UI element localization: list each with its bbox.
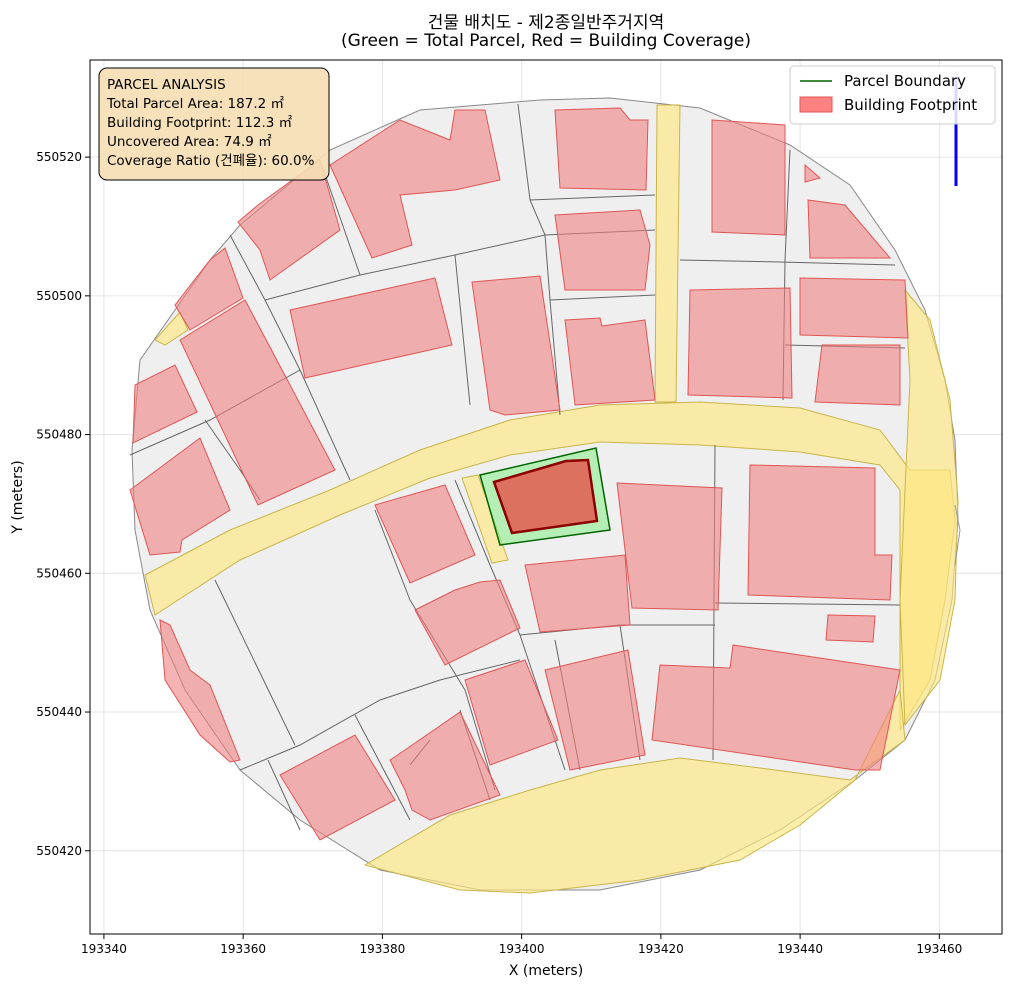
y-tick-label: 550440 [36,705,82,719]
y-axis-label: Y (meters) [10,460,26,534]
parcel-analysis-box: PARCEL ANALYSIS Total Parcel Area: 187.2… [98,67,330,181]
x-tick-label: 193440 [777,942,823,956]
x-tick-label: 193460 [916,942,962,956]
chart-title-line2: (Green = Total Parcel, Red = Building Co… [341,31,751,51]
road-connector [461,474,509,564]
y-tick-label: 550460 [36,566,82,580]
chart-title-line1: 건물 배치도 - 제2종일반주거지역 [427,13,665,33]
x-tick-label: 193420 [638,942,684,956]
info-total-area: Total Parcel Area: 187.2 ㎡ [106,96,284,112]
legend-building-swatch [799,96,833,113]
legend-building-label: Building Footprint [844,96,977,114]
y-tick-label: 550500 [36,289,82,303]
x-tick-label: 193360 [220,942,266,956]
subject-building-footprint [492,458,599,535]
buildings [129,107,909,841]
info-footprint: Building Footprint: 112.3 ㎡ [107,115,293,131]
y-axis-ticks: 550520 550500 550480 550460 550440 550420 [36,150,90,858]
road-east-curve [899,288,959,727]
road-north-vertical [654,104,681,403]
info-uncovered: Uncovered Area: 74.9 ㎡ [107,134,272,150]
info-heading: PARCEL ANALYSIS [107,77,226,93]
legend-parcel-label: Parcel Boundary [844,72,966,90]
y-tick-label: 550480 [36,428,82,442]
info-coverage: Coverage Ratio (건폐율): 60.0% [107,153,315,169]
map-layers [129,70,962,894]
x-tick-label: 193400 [499,942,545,956]
y-tick-label: 550420 [36,844,82,858]
road-west-stub [154,311,189,346]
x-tick-label: 193380 [359,942,405,956]
x-axis-label: X (meters) [509,963,583,979]
x-tick-label: 193340 [81,942,127,956]
legend: Parcel Boundary Building Footprint [789,65,996,125]
road-south-arc [363,688,906,894]
axes-frame [89,59,1003,935]
y-tick-label: 550520 [36,150,82,164]
x-axis-ticks: 193340 193360 193380 193400 193420 193440 1934… [81,934,962,956]
